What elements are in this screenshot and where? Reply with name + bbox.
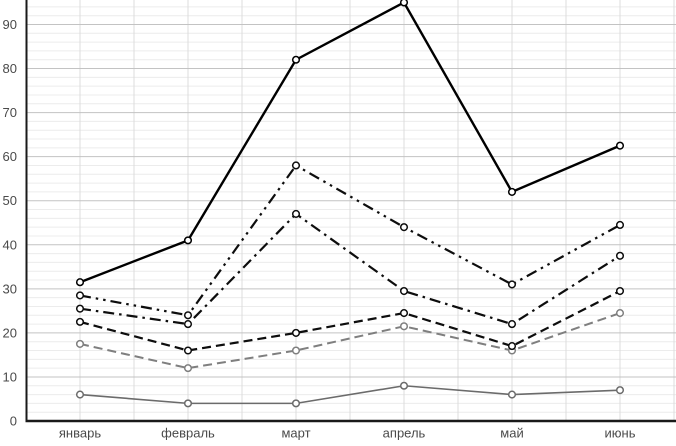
x-axis-month-labels: январь февраль март апрель май июнь bbox=[59, 426, 636, 441]
y-tick-label-0: 0 bbox=[10, 414, 17, 429]
series-2-dash-dot-dot-black-marker-март bbox=[291, 161, 301, 170]
series-6-solid-gray-marker-февраль bbox=[183, 399, 193, 408]
series-6-solid-gray-marker-июнь bbox=[615, 386, 625, 395]
series-3-dash-dot-black-path bbox=[79, 212, 621, 326]
y-tick-label-20: 20 bbox=[3, 325, 17, 340]
series-4-dashed-black-path bbox=[79, 290, 621, 352]
series-4-dashed-black-marker-март bbox=[291, 328, 301, 337]
series-3-dash-dot-black-marker-январь bbox=[75, 304, 85, 313]
major-horizontal-gridlines bbox=[26, 24, 676, 378]
series-6-solid-gray-marker-март bbox=[291, 399, 301, 408]
y-tick-label-30: 30 bbox=[3, 281, 17, 296]
axes bbox=[25, 0, 676, 423]
series-4-dashed-black-marker-январь bbox=[75, 317, 85, 326]
series-1-solid-black-path bbox=[79, 0, 621, 284]
y-tick-label-50: 50 bbox=[3, 193, 17, 208]
series-5-dashed-gray-marker-июнь bbox=[615, 309, 625, 318]
series-4-dashed-black-marker-апрель bbox=[399, 309, 409, 318]
series-2-dash-dot-dot-black-marker-январь bbox=[75, 291, 85, 300]
y-tick-label-60: 60 bbox=[3, 149, 17, 164]
series-3-dash-dot-black-marker-февраль bbox=[183, 320, 193, 329]
series-1-solid-black-marker-январь bbox=[75, 278, 85, 287]
series-3-dash-dot-black-line bbox=[75, 209, 625, 329]
series-6-solid-gray-line bbox=[75, 381, 625, 408]
series-5-dashed-gray-marker-январь bbox=[75, 339, 85, 348]
series-5-dashed-gray-marker-февраль bbox=[183, 364, 193, 373]
x-tick-label-май: май bbox=[500, 426, 523, 441]
series-6-solid-gray-marker-апрель bbox=[399, 381, 409, 390]
series-6-solid-gray-marker-май bbox=[507, 390, 517, 399]
series-6-solid-gray-marker-январь bbox=[75, 390, 85, 399]
series-2-dash-dot-dot-black-path bbox=[79, 164, 621, 317]
series-1-solid-black-marker-июнь bbox=[615, 141, 625, 150]
x-tick-label-январь: январь bbox=[59, 426, 101, 441]
series-1-solid-black-marker-февраль bbox=[183, 236, 193, 245]
series-1-solid-black-marker-апрель bbox=[399, 0, 409, 7]
series-3-dash-dot-black-marker-март bbox=[291, 209, 301, 218]
series-2-dash-dot-dot-black-marker-февраль bbox=[183, 311, 193, 320]
series-4-dashed-black-line bbox=[75, 286, 625, 355]
series-4-dashed-black-marker-февраль bbox=[183, 346, 193, 355]
series-6-solid-gray-path bbox=[79, 384, 621, 405]
x-tick-label-июнь: июнь bbox=[605, 426, 636, 441]
series-2-dash-dot-dot-black-line bbox=[75, 161, 625, 320]
series-5-dashed-gray-marker-апрель bbox=[399, 322, 409, 331]
series-1-solid-black-line bbox=[75, 0, 625, 287]
series-4-dashed-black-marker-май bbox=[507, 342, 517, 351]
y-tick-label-70: 70 bbox=[3, 105, 17, 120]
x-tick-label-март: март bbox=[281, 426, 310, 441]
y-tick-label-90: 90 bbox=[3, 17, 17, 32]
series-3-dash-dot-black-marker-июнь bbox=[615, 251, 625, 260]
y-tick-label-10: 10 bbox=[3, 369, 17, 384]
y-tick-label-40: 40 bbox=[3, 237, 17, 252]
series-2-dash-dot-dot-black-marker-июнь bbox=[615, 220, 625, 230]
series-4-dashed-black-marker-июнь bbox=[615, 286, 625, 296]
y-axis-tick-labels: 0 10 20 30 40 50 60 70 80 90 bbox=[3, 17, 17, 429]
series-5-dashed-gray-marker-март bbox=[291, 346, 301, 355]
series-2-dash-dot-dot-black-marker-май bbox=[507, 280, 517, 289]
minor-horizontal-gridlines bbox=[26, 6, 676, 413]
series-1-solid-black-marker-май bbox=[507, 187, 517, 196]
series-1-solid-black-marker-март bbox=[291, 55, 301, 64]
x-tick-label-апрель: апрель bbox=[383, 426, 426, 441]
series-2-dash-dot-dot-black-marker-апрель bbox=[399, 223, 409, 232]
x-tick-label-февраль: февраль bbox=[161, 426, 215, 441]
y-tick-label-80: 80 bbox=[3, 61, 17, 76]
series-3-dash-dot-black-marker-апрель bbox=[399, 286, 409, 296]
series-5-dashed-gray-path bbox=[79, 312, 621, 370]
series-3-dash-dot-black-marker-май bbox=[507, 320, 517, 329]
